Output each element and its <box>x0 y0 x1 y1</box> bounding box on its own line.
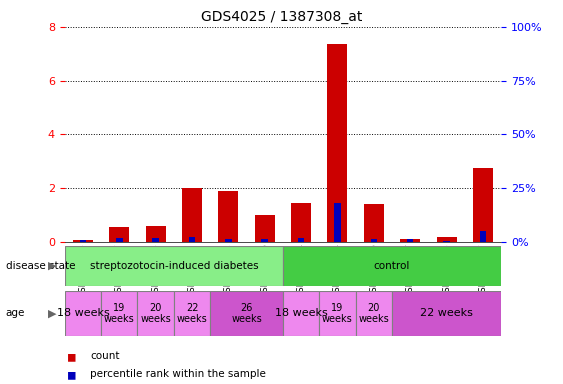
Bar <box>153 238 159 242</box>
Text: 18 weeks: 18 weeks <box>56 308 109 318</box>
Bar <box>473 168 493 242</box>
Bar <box>109 227 129 242</box>
Text: 22 weeks: 22 weeks <box>420 308 473 318</box>
Text: 20
weeks: 20 weeks <box>140 303 171 324</box>
Bar <box>328 44 347 242</box>
Text: ▶: ▶ <box>48 308 57 318</box>
Text: 18 weeks: 18 weeks <box>275 308 328 318</box>
Bar <box>283 246 501 286</box>
Text: 26
weeks: 26 weeks <box>231 303 262 324</box>
Bar <box>319 291 356 336</box>
Bar <box>116 238 123 242</box>
Bar <box>101 291 137 336</box>
Bar <box>407 239 413 242</box>
Bar <box>400 239 420 242</box>
Bar <box>283 291 319 336</box>
Bar <box>254 215 275 242</box>
Bar <box>189 237 195 242</box>
Bar <box>65 291 101 336</box>
Text: streptozotocin-induced diabetes: streptozotocin-induced diabetes <box>90 261 258 271</box>
Bar <box>225 239 231 242</box>
Bar <box>146 226 166 242</box>
Text: disease state: disease state <box>6 261 75 271</box>
Bar <box>210 291 283 336</box>
Bar <box>370 239 377 242</box>
Text: 19
weeks: 19 weeks <box>322 303 353 324</box>
Text: GDS4025 / 1387308_at: GDS4025 / 1387308_at <box>201 10 362 23</box>
Bar <box>73 240 93 242</box>
Bar <box>443 241 450 242</box>
Bar <box>137 291 174 336</box>
Text: age: age <box>6 308 25 318</box>
Text: percentile rank within the sample: percentile rank within the sample <box>90 369 266 379</box>
Text: 20
weeks: 20 weeks <box>359 303 389 324</box>
Bar <box>79 240 86 242</box>
Bar <box>298 238 305 242</box>
Bar <box>356 291 392 336</box>
Text: ■: ■ <box>68 368 75 381</box>
Bar <box>182 188 202 242</box>
Bar <box>480 231 486 242</box>
Bar <box>218 191 238 242</box>
Text: 19
weeks: 19 weeks <box>104 303 135 324</box>
Bar <box>334 203 341 242</box>
Text: count: count <box>90 351 119 361</box>
Bar <box>436 237 457 242</box>
Bar <box>261 239 268 242</box>
Text: control: control <box>374 261 410 271</box>
Bar <box>65 246 283 286</box>
Bar <box>291 203 311 242</box>
Text: ▶: ▶ <box>48 261 57 271</box>
Bar <box>364 204 384 242</box>
Text: 22
weeks: 22 weeks <box>177 303 207 324</box>
Text: ■: ■ <box>68 350 75 363</box>
Bar <box>392 291 501 336</box>
Bar <box>174 291 210 336</box>
